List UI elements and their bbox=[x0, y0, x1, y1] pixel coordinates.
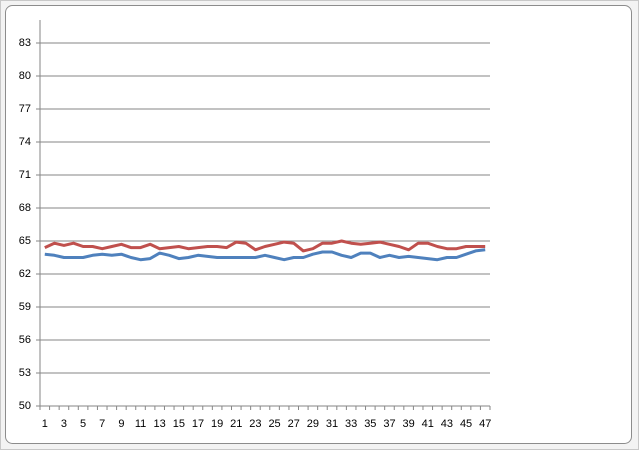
x-tick-label: 47 bbox=[479, 418, 491, 430]
x-tick-label: 17 bbox=[192, 418, 204, 430]
x-tick-label: 5 bbox=[80, 418, 86, 430]
x-tick-label: 29 bbox=[307, 418, 319, 430]
y-tick-label: 74 bbox=[19, 136, 31, 148]
y-tick-label: 59 bbox=[19, 301, 31, 313]
x-tick-label: 27 bbox=[288, 418, 300, 430]
x-tick-label: 7 bbox=[99, 418, 105, 430]
y-tick-label: 83 bbox=[19, 37, 31, 49]
x-tick-label: 39 bbox=[402, 418, 414, 430]
y-tick-label: 50 bbox=[19, 400, 31, 412]
x-tick-label: 15 bbox=[173, 418, 185, 430]
y-tick-label: 56 bbox=[19, 334, 31, 346]
y-tick-label: 53 bbox=[19, 367, 31, 379]
x-tick-label: 45 bbox=[460, 418, 472, 430]
y-tick-label: 77 bbox=[19, 103, 31, 115]
x-tick-label: 9 bbox=[118, 418, 124, 430]
x-tick-label: 19 bbox=[211, 418, 223, 430]
y-tick-label: 65 bbox=[19, 235, 31, 247]
x-tick-label: 11 bbox=[135, 418, 146, 430]
x-tick-label: 25 bbox=[268, 418, 280, 430]
y-tick-label: 62 bbox=[19, 268, 31, 280]
chart-area bbox=[5, 5, 632, 444]
x-tick-label: 13 bbox=[154, 418, 166, 430]
x-tick-label: 21 bbox=[230, 418, 242, 430]
x-tick-label: 41 bbox=[422, 418, 434, 430]
x-tick-label: 37 bbox=[383, 418, 395, 430]
series-line bbox=[44, 248, 486, 262]
x-tick-label: 35 bbox=[364, 418, 376, 430]
y-tick-label: 71 bbox=[19, 169, 31, 181]
x-tick-label: 33 bbox=[345, 418, 357, 430]
x-tick-label: 3 bbox=[61, 418, 67, 430]
x-tick-label: 1 bbox=[42, 418, 48, 430]
x-tick-label: 31 bbox=[326, 418, 338, 430]
x-tick-label: 43 bbox=[441, 418, 453, 430]
series-line bbox=[44, 239, 486, 253]
y-tick-label: 68 bbox=[19, 202, 31, 214]
y-tick-label: 80 bbox=[19, 70, 31, 82]
x-tick-label: 23 bbox=[249, 418, 261, 430]
